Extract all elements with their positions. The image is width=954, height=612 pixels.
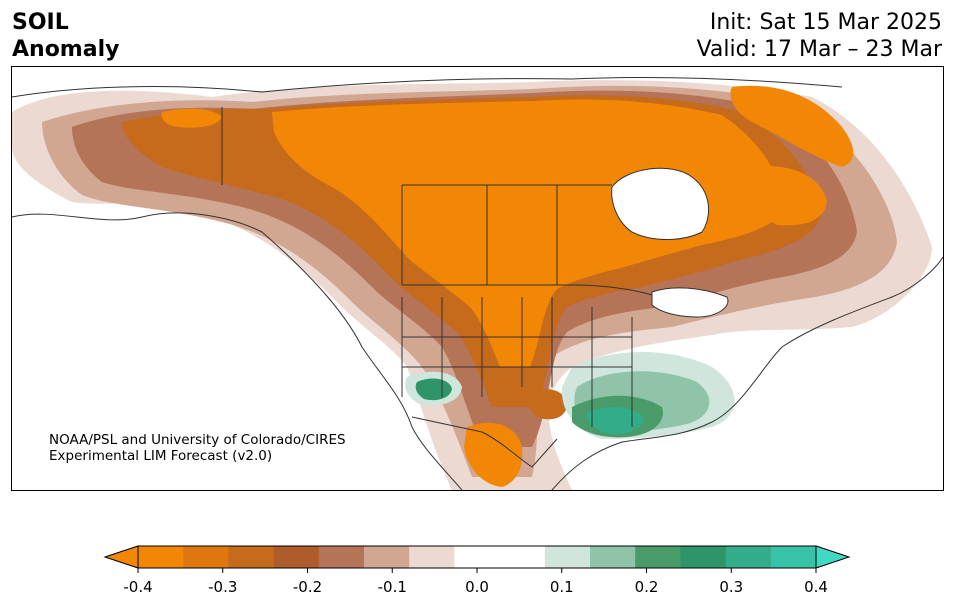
colorbar: -0.4 -0.3 -0.2 -0.1 0.0 0.1 0.2 0.3 0.4 (0, 540, 954, 608)
state-borders (401, 297, 633, 427)
colorbar-ticks: -0.4 -0.3 -0.2 -0.1 0.0 0.1 0.2 0.3 0.4 (123, 568, 828, 596)
colorbar-bin (635, 546, 681, 568)
colorbar-bin (409, 546, 455, 568)
colorbar-bin (725, 546, 772, 568)
colorbar-bin (544, 546, 591, 568)
colorbar-bin (228, 546, 275, 568)
colorbar-bin (183, 546, 229, 568)
forecast-dates: Init: Sat 15 Mar 2025 Valid: 17 Mar – 23… (697, 9, 942, 63)
colorbar-tick-label: 0.1 (550, 578, 574, 596)
colorbar-tick-label: -0.2 (293, 578, 322, 596)
colorbar-tick-label: 0.3 (719, 578, 743, 596)
colorbar-bins (138, 546, 817, 568)
mexico-border (411, 416, 558, 468)
wet-teal-region (586, 406, 644, 435)
title-line-1: SOIL (12, 10, 69, 35)
valid-range: Valid: 17 Mar – 23 Mar (696, 37, 942, 62)
colorbar-svg: -0.4 -0.3 -0.2 -0.1 0.0 0.1 0.2 0.3 0.4 (103, 545, 851, 596)
colorbar-bin (364, 546, 410, 568)
colorbar-tick-label: -0.1 (378, 578, 407, 596)
colorbar-tick-label: -0.3 (208, 578, 237, 596)
colorbar-bin (590, 546, 636, 568)
colorbar-extend-low (103, 545, 139, 569)
anomaly-map (12, 76, 943, 490)
colorbar-tick-label: 0.4 (804, 578, 828, 596)
us-canada-border (402, 284, 653, 296)
dry-strong-southwest (464, 422, 523, 487)
wet-strong-west (415, 378, 452, 401)
credit-line-1: NOAA/PSL and University of Colorado/CIRE… (49, 432, 346, 448)
north-america-coastline (12, 76, 943, 490)
credit-text: NOAA/PSL and University of Colorado/CIRE… (49, 432, 346, 464)
dry-strong-greenland (730, 85, 854, 167)
map-panel: NOAA/PSL and University of Colorado/CIRE… (11, 66, 944, 491)
colorbar-bin (273, 546, 320, 568)
hudson-bay (611, 167, 710, 240)
map-title: SOIL Anomaly (12, 9, 119, 63)
colorbar-tick-label: 0.0 (465, 578, 489, 596)
dry-strong-alaska (161, 108, 222, 128)
dry-strong-region (272, 99, 784, 367)
colorbar-bin (680, 546, 727, 568)
wet-anomaly-layer (405, 352, 735, 439)
dry-strong-labrador (752, 166, 827, 226)
colorbar-tick-label: -0.4 (123, 578, 152, 596)
colorbar-bin (770, 546, 817, 568)
colorbar-bin (138, 546, 184, 568)
colorbar-tick-label: 0.2 (635, 578, 659, 596)
colorbar-extend-high (815, 545, 851, 569)
colorbar-bin (318, 546, 365, 568)
great-lakes (651, 287, 729, 318)
colorbar-bin (499, 546, 546, 568)
dry-mid-texas (528, 389, 567, 420)
colorbar-bin (454, 546, 501, 568)
title-line-2: Anomaly (12, 37, 120, 62)
water-mask-layer (611, 167, 729, 318)
init-date: Init: Sat 15 Mar 2025 (709, 10, 942, 35)
credit-line-2: Experimental LIM Forecast (v2.0) (49, 448, 273, 464)
boundary-lines (12, 76, 943, 490)
province-borders (401, 184, 612, 285)
